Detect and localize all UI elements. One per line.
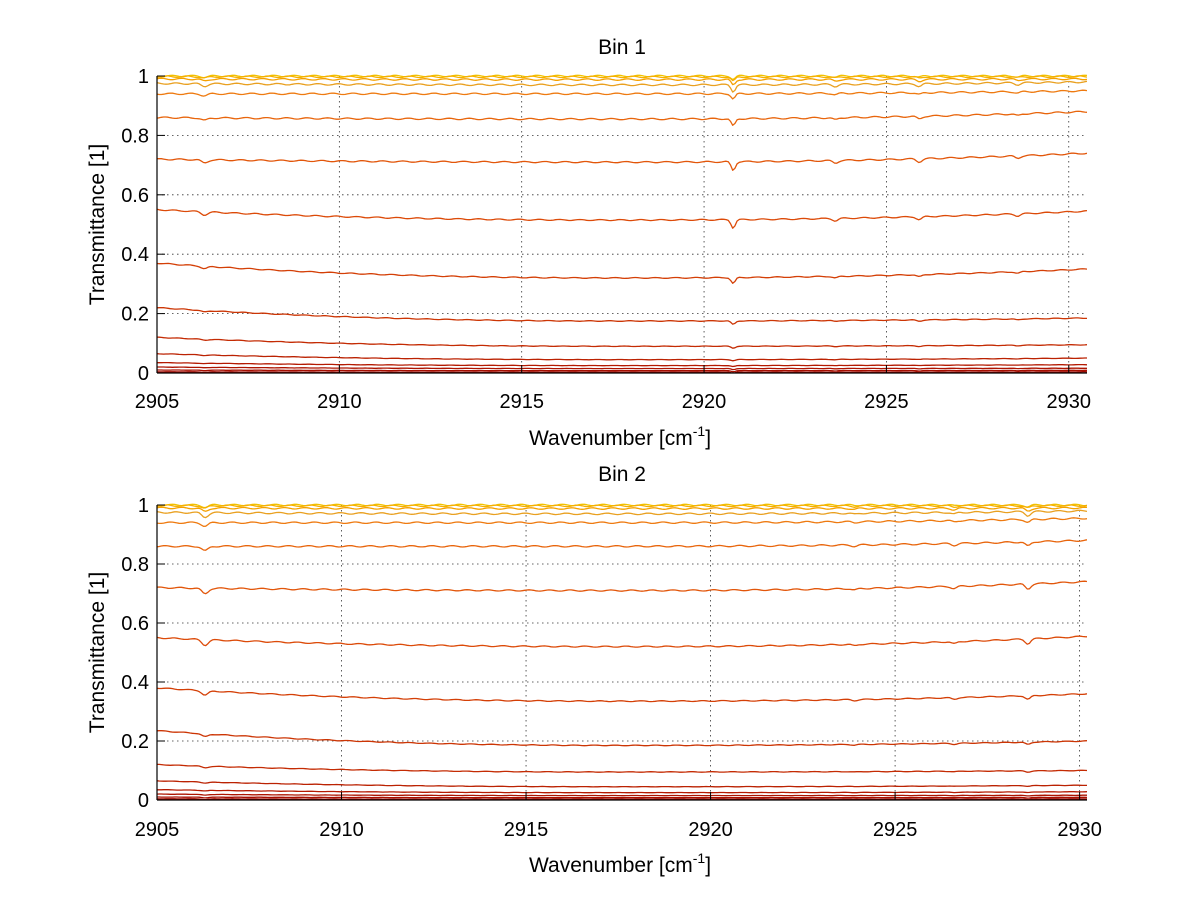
series-line-12 (157, 353, 1087, 362)
y-tick-label: 1 (138, 66, 149, 88)
y-tick-label: 0.4 (121, 244, 149, 266)
y-axis-label: Transmittance [1] (86, 572, 109, 733)
series-line-15 (157, 369, 1087, 373)
x-tick-label: 2930 (1047, 391, 1092, 413)
y-tick-label: 0.8 (121, 125, 149, 147)
series-line-13 (157, 361, 1087, 368)
x-axis-label: Wavenumber [cm-1] (529, 850, 711, 877)
series-line-9 (157, 262, 1087, 284)
y-tick-label: 0 (138, 363, 149, 385)
y-tick-label: 0 (138, 790, 149, 812)
chart-title: Bin 1 (598, 36, 646, 59)
x-tick-label: 2925 (873, 819, 918, 841)
series-line-8 (157, 635, 1087, 648)
y-tick-label: 0.2 (121, 731, 149, 753)
series-line-11 (157, 336, 1087, 349)
series-line-14 (157, 793, 1087, 797)
x-tick-label: 2915 (499, 391, 544, 413)
y-tick-label: 1 (138, 495, 149, 517)
x-axis-label: Wavenumber [cm-1] (529, 423, 711, 450)
series-line-7 (157, 152, 1087, 171)
series-line-5 (157, 89, 1087, 100)
series-line-2 (157, 504, 1087, 509)
series-line-16 (157, 798, 1087, 800)
chart-title: Bin 2 (598, 463, 646, 486)
series-line-3 (157, 77, 1087, 86)
series-line-11 (157, 763, 1087, 773)
x-tick-label: 2910 (319, 819, 364, 841)
series-line-9 (157, 687, 1087, 703)
series-line-14 (157, 366, 1087, 371)
chart-panel-2: 2905 2910 2915 2920 2925 2930 0 0.2 0.4 0.6 0.8 1 Bi… (86, 463, 1102, 877)
x-tick-label: 2920 (682, 391, 727, 413)
series-line-12 (157, 780, 1087, 788)
x-tick-label: 2905 (135, 819, 180, 841)
y-tick-label: 0.6 (121, 185, 149, 207)
x-tick-label: 2910 (317, 391, 362, 413)
x-tick-label: 2905 (135, 391, 180, 413)
series-group (157, 503, 1087, 800)
series-line-7 (157, 580, 1087, 595)
series-line-16 (157, 371, 1087, 373)
x-tick-label: 2930 (1057, 819, 1102, 841)
series-line-4 (157, 509, 1087, 519)
y-tick-label: 0.8 (121, 554, 149, 576)
series-line-6 (157, 539, 1087, 551)
series-line-2 (157, 75, 1087, 82)
series-line-15 (157, 796, 1087, 799)
series-group (157, 74, 1087, 373)
y-tick-label: 0.2 (121, 304, 149, 326)
x-tick-label: 2920 (688, 819, 733, 841)
series-line-4 (157, 80, 1087, 93)
series-line-5 (157, 517, 1087, 527)
series-line-10 (157, 730, 1087, 747)
y-tick-label: 0.4 (121, 672, 149, 694)
series-line-13 (157, 789, 1087, 794)
chart-panel-1: 2905 2910 2915 2920 2925 2930 0 0.2 0.4 0.6 0.8 1 Bi… (86, 36, 1091, 450)
x-tick-label: 2915 (504, 819, 549, 841)
y-tick-label: 0.6 (121, 613, 149, 635)
series-line-8 (157, 208, 1087, 229)
y-axis-label: Transmittance [1] (86, 144, 109, 305)
series-line-6 (157, 110, 1087, 126)
series-line-3 (157, 506, 1087, 512)
series-line-10 (157, 307, 1087, 325)
x-tick-label: 2925 (864, 391, 909, 413)
